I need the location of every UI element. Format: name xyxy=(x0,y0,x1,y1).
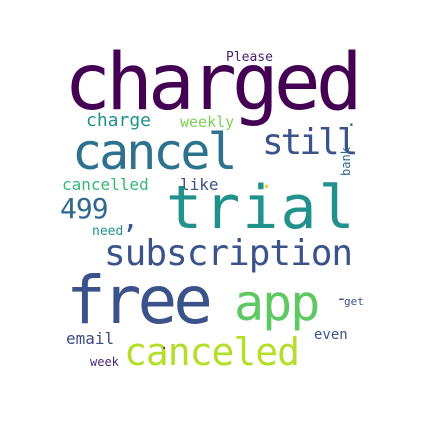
word-charged: charged xyxy=(64,38,363,128)
word-free: free xyxy=(66,262,213,339)
word-even: even xyxy=(314,327,348,343)
word-week: week xyxy=(90,355,119,369)
word-499: 499 xyxy=(60,192,109,225)
word-get: get xyxy=(344,295,364,308)
word-weekly: weekly xyxy=(180,113,235,131)
word-still: still xyxy=(262,122,358,163)
word-email: email xyxy=(66,329,115,348)
word-need: need xyxy=(92,224,124,239)
word-like: like xyxy=(180,175,219,194)
word-cancelled: cancelled xyxy=(62,175,149,194)
word-subscription: subscription xyxy=(104,233,353,274)
word-canceled: canceled xyxy=(124,330,300,374)
word-trial: trial xyxy=(166,173,357,243)
mark-dot-3: . xyxy=(160,337,169,353)
mark-dot-2: . xyxy=(260,169,274,194)
mark-dot-1: . xyxy=(346,110,357,131)
mark-dash: - xyxy=(336,288,347,309)
word-charge: charge xyxy=(86,110,152,131)
word-please: Please xyxy=(226,50,273,65)
mark-comma: , xyxy=(122,202,139,235)
word-bank: bank xyxy=(339,147,353,176)
word-cancel: cancel xyxy=(72,123,238,181)
word-app: app xyxy=(234,274,320,332)
